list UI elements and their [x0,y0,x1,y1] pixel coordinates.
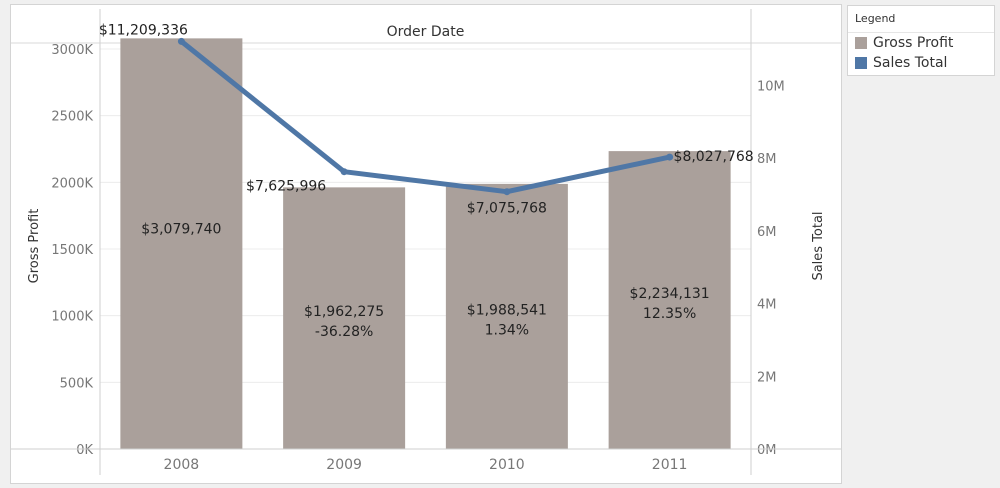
bar-value-label: $2,234,131 [630,286,710,302]
legend-label: Sales Total [873,55,948,71]
y-left-tick-label: 0K [76,443,93,458]
line-point-sales-total [340,168,348,176]
y-left-tick-label: 3000K [51,43,93,58]
bar-value-label: $1,962,275 [304,304,384,320]
bar-gross-profit [608,151,731,450]
y-left-tick-label: 1000K [51,310,93,325]
bar-gross-profit [445,183,568,449]
line-point-sales-total [503,188,511,196]
x-tick-label: 2008 [164,457,200,473]
combo-chart: Order Date 0K 500K 1000K 1500K 2000K 2500K 3000… [11,9,841,475]
legend-item-gross-profit[interactable]: Gross Profit [848,33,994,53]
chart-panel: Order Date 0K 500K 1000K 1500K 2000K 2500K 3000… [10,4,842,484]
y-right-tick-label: 10M [757,79,785,94]
x-tick-label: 2010 [489,457,525,473]
y-right-tick-label: 0M [757,443,777,458]
bar-pct-label: 12.35% [643,306,696,322]
legend-label: Gross Profit [873,35,954,51]
bar-value-label: $3,079,740 [141,222,221,238]
y-left-tick-label: 2000K [51,176,93,191]
line-point-sales-total [666,153,674,161]
legend-swatch-gross-profit [855,37,867,49]
chart-header: Order Date [387,24,465,40]
line-value-label: $7,075,768 [467,201,547,217]
line-sales-total [178,38,673,195]
y-right-tick-label: 4M [757,298,777,313]
y-left-tick-label: 500K [60,376,94,391]
legend-item-sales-total[interactable]: Sales Total [848,53,994,73]
bar-pct-label: 1.34% [485,322,529,338]
line-value-label: $8,027,768 [674,149,754,165]
y-left-tick-label: 1500K [51,243,93,258]
y-right-tick-label: 2M [757,370,777,385]
legend-swatch-sales-total [855,57,867,69]
bar-value-label: $1,988,541 [467,302,547,318]
y-left-axis-title: Gross Profit [27,209,42,284]
line-value-label: $11,209,336 [99,22,188,38]
y-right-axis-title: Sales Total [811,211,826,280]
legend: Legend Gross Profit Sales Total [847,5,995,76]
line-value-label: $7,625,996 [246,179,326,195]
y-right-tick-label: 8M [757,152,777,167]
bar-gross-profit [283,187,406,449]
y-left-tick-label: 2500K [51,110,93,125]
x-tick-label: 2009 [326,457,362,473]
bar-gross-profit [120,38,243,449]
x-tick-label: 2011 [652,457,688,473]
y-right-tick-label: 6M [757,225,777,240]
bar-pct-label: -36.28% [315,324,373,340]
line-point-sales-total [177,37,185,45]
legend-title: Legend [848,6,994,33]
